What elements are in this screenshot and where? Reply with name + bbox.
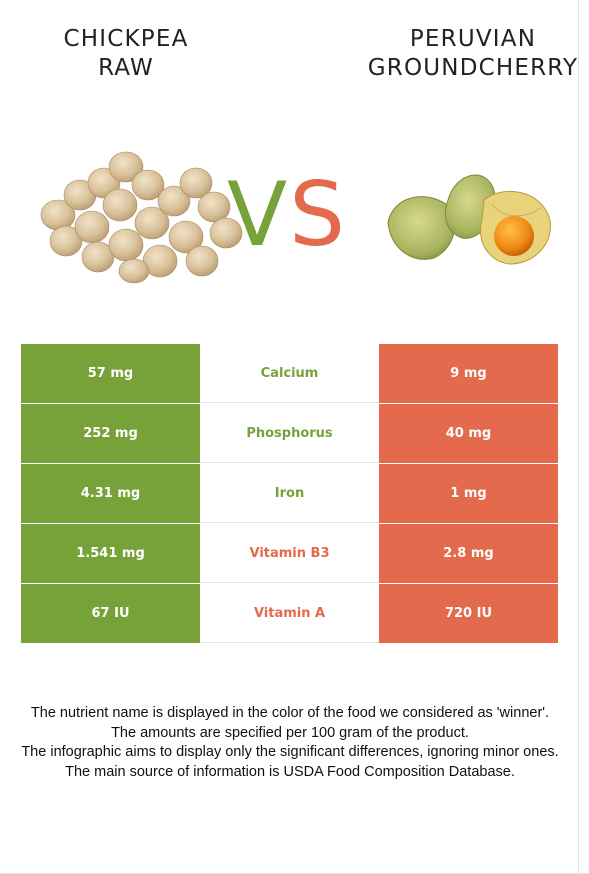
table-row: 57 mg Calcium 9 mg — [21, 344, 558, 403]
left-value-cell: 1.541 mg — [21, 524, 200, 583]
nutrient-name-cell: Vitamin B3 — [200, 524, 379, 583]
footnote: The nutrient name is displayed in the co… — [20, 704, 560, 782]
nutrient-name-cell: Phosphorus — [200, 404, 379, 463]
nutrient-name-cell: Iron — [200, 464, 379, 523]
table-row: 67 IU Vitamin A 720 IU — [21, 584, 558, 643]
right-food-title-line2: GROUNDCHERRY — [367, 55, 579, 81]
footnote-line: The main source of information is USDA F… — [65, 763, 515, 780]
groundcherry-image — [387, 174, 551, 265]
nutrient-name-cell: Vitamin A — [200, 584, 379, 643]
nutrient-name-cell: Calcium — [200, 344, 379, 403]
right-value-cell: 40 mg — [379, 404, 558, 463]
left-food-title-line1: CHICKPEA — [63, 26, 189, 52]
chickpea-image — [40, 151, 243, 284]
right-value-cell: 2.8 mg — [379, 524, 558, 583]
table-row: 4.31 mg Iron 1 mg — [21, 464, 558, 523]
footnote-line: The infographic aims to display only the… — [21, 744, 559, 760]
table-row: 252 mg Phosphorus 40 mg — [21, 404, 558, 463]
nutrient-comparison-table: 57 mg Calcium 9 mg 252 mg Phosphorus 40 … — [21, 344, 558, 644]
left-food-title: CHICKPEA RAW — [20, 25, 232, 83]
right-food-title-line1: PERUVIAN — [409, 26, 537, 52]
table-row: 1.541 mg Vitamin B3 2.8 mg — [21, 524, 558, 583]
right-value-cell: 720 IU — [379, 584, 558, 643]
left-food-title-line2: RAW — [98, 55, 154, 81]
right-value-cell: 9 mg — [379, 344, 558, 403]
left-value-cell: 57 mg — [21, 344, 200, 403]
left-value-cell: 4.31 mg — [21, 464, 200, 523]
right-food-title: PERUVIAN GROUNDCHERRY — [362, 25, 584, 83]
vs-letter-s: S — [289, 163, 348, 266]
footnote-line: The nutrient name is displayed in the co… — [30, 705, 550, 721]
vs-letter-v: V — [226, 163, 290, 266]
footnote-line: The amounts are specified per 100 gram o… — [111, 724, 469, 741]
right-value-cell: 1 mg — [379, 464, 558, 523]
vs-label: VS — [222, 160, 352, 270]
frame-border-right — [578, 0, 579, 874]
left-value-cell: 67 IU — [21, 584, 200, 643]
left-value-cell: 252 mg — [21, 404, 200, 463]
